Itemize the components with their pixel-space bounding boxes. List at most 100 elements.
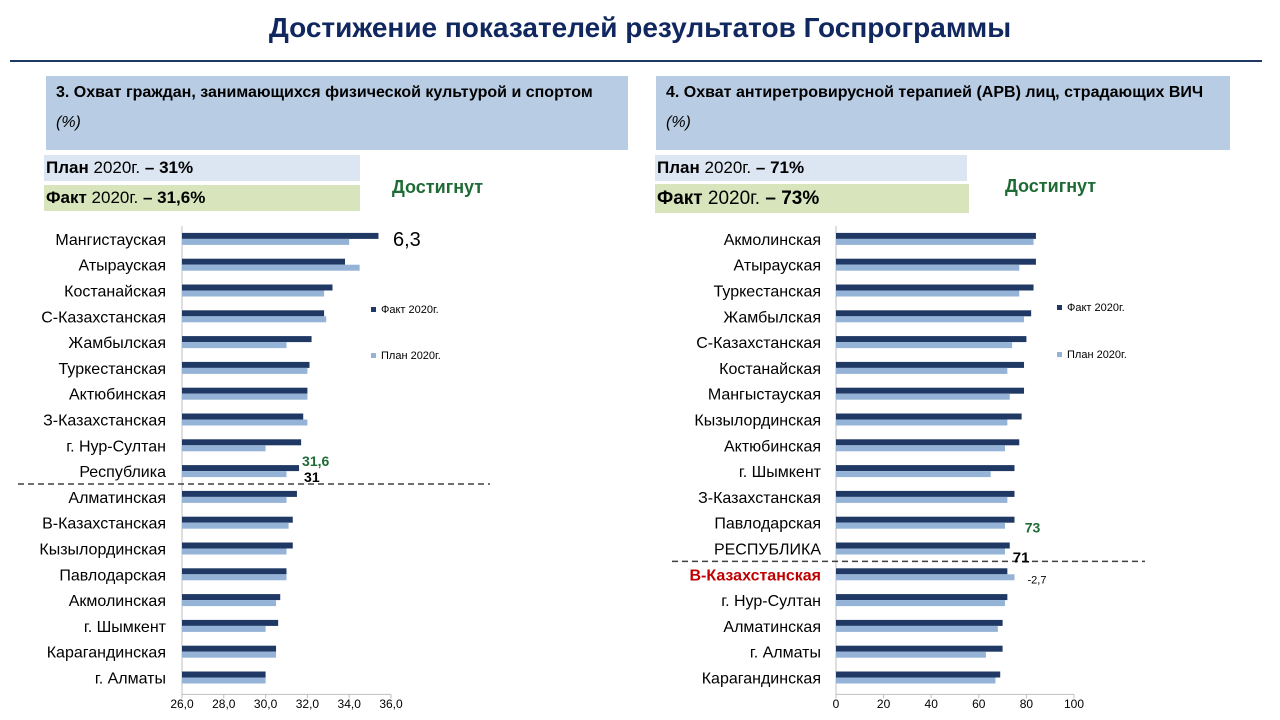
chart1-fact-annotation: 73 (1025, 520, 1041, 536)
chart1-category-label: Карагандинская (702, 671, 821, 688)
right-plan-value: – 71% (755, 158, 805, 177)
chart0-fact-bar (182, 645, 277, 652)
chart1-plan-bar (836, 548, 1005, 555)
page-title: Достижение показателей результатов Госпр… (268, 12, 1012, 43)
chart0-plan-bar (182, 238, 350, 245)
chart0-category-label: Акмолинская (69, 593, 166, 610)
chart1-tick-label: 60 (972, 697, 986, 711)
chart1-plan-annotation: 71 (1013, 550, 1030, 567)
chart0-plan-bar (182, 471, 287, 478)
chart1-diff-annotation: -2,7 (1028, 574, 1047, 586)
chart1-plan-bar (836, 367, 1008, 374)
chart0-tick-label: 34,0 (338, 697, 362, 711)
chart0-fact-bar (182, 439, 302, 446)
chart0-category-label: г. Алматы (95, 671, 166, 688)
chart1-legend-plan-label: План 2020г. (1067, 349, 1127, 361)
chart0-category-label: Актюбинская (69, 387, 166, 404)
chart1-fact-bar (836, 310, 1032, 317)
right-panel-heading: 4. Охват антиретровирусной терапией (АРВ… (656, 76, 1230, 150)
left-plan-label: План (46, 158, 89, 177)
chart0-plan-bar (182, 496, 287, 503)
chart1-plan-bar (836, 342, 1013, 349)
chart1-fact-bar (836, 542, 1010, 549)
chart1-category-label: С-Казахстанская (696, 335, 821, 352)
chart0-legend-fact-label: Факт 2020г. (381, 304, 439, 316)
chart0-category-label: С-Казахстанская (41, 309, 166, 326)
chart0-fact-bar (182, 619, 279, 626)
chart0-plan-bar (182, 264, 360, 271)
chart0-tick-label: 28,0 (212, 697, 236, 711)
chart1-fact-bar (836, 284, 1034, 291)
chart0-tick-label: 32,0 (296, 697, 320, 711)
chart0-fact-bar (182, 413, 304, 420)
chart0-fact-bar (182, 336, 312, 343)
chart1-category-label: Жамбылская (723, 309, 821, 326)
chart0-fact-bar (182, 387, 308, 394)
chart0-fact-bar (182, 594, 281, 601)
chart0-category-label: З-Казахстанская (43, 413, 166, 430)
chart1-category-label: г. Алматы (750, 645, 821, 662)
right-plan-year: 2020г. (704, 158, 752, 177)
chart1-tick-label: 100 (1064, 697, 1084, 711)
chart1-fact-bar (836, 594, 1008, 601)
chart0-tick-label: 26,0 (170, 697, 194, 711)
chart1-plan-bar (836, 419, 1008, 426)
chart1-fact-bar (836, 232, 1036, 239)
chart0-plan-bar (182, 316, 327, 323)
left-heading-text: 3. Охват граждан, занимающихся физическо… (56, 84, 593, 101)
left-fact-label: Факт (46, 188, 87, 207)
chart1-plan-bar (836, 471, 991, 478)
chart1-plan-bar (836, 522, 1005, 529)
chart0-category-label: Атырауская (79, 258, 167, 275)
chart1-plan-bar (836, 625, 998, 632)
chart1-tick-label: 80 (1020, 697, 1034, 711)
left-plan-year: 2020г. (93, 158, 141, 177)
chart1-tick-label: 40 (925, 697, 939, 711)
chart0-plan-bar (182, 445, 266, 452)
chart1-tick-label: 20 (877, 697, 891, 711)
chart1-fact-bar (836, 413, 1022, 420)
chart0-category-label: Алматинская (68, 490, 166, 507)
chart1-category-label: Алматинская (723, 619, 821, 636)
chart1-category-label: Костанайская (719, 361, 821, 378)
chart1-fact-bar (836, 619, 1003, 626)
chart0-category-label: Кызылординская (39, 542, 166, 559)
chart0-fact-bar (182, 310, 325, 317)
right-heading-text: 4. Охват антиретровирусной терапией (АРВ… (666, 84, 1204, 101)
chart1-category-label: Павлодарская (714, 516, 821, 533)
chart0-legend-fact-swatch (371, 307, 376, 312)
chart0-plan-annotation: 31 (304, 469, 320, 485)
chart1-category-label: Мангыстауская (708, 387, 821, 404)
chart0-legend-plan-label: План 2020г. (381, 350, 441, 362)
chart1-fact-bar (836, 465, 1015, 472)
chart0-fact-bar (182, 568, 287, 575)
chart0-plan-bar (182, 522, 289, 529)
chart0-fact-bar (182, 284, 333, 291)
chart1-plan-bar (836, 445, 1005, 452)
chart0-category-label: В-Казахстанская (42, 516, 166, 533)
left-heading-unit: (%) (56, 114, 81, 131)
left-status: Достигнут (392, 177, 484, 197)
left-plan-box: План 2020г. – 31% (44, 155, 360, 181)
chart0-plan-bar (182, 625, 266, 632)
chart0-category-label: г. Шымкент (84, 619, 167, 636)
chart0-category-label: Туркестанская (59, 361, 166, 378)
chart0-legend-plan-swatch (371, 353, 376, 358)
chart1-legend-fact-label: Факт 2020г. (1067, 302, 1125, 314)
chart1-category-label: Кызылординская (694, 413, 821, 430)
chart1-plan-bar (836, 238, 1034, 245)
chart1-fact-bar (836, 336, 1027, 343)
chart0-category-label: Жамбылская (68, 335, 166, 352)
chart0-category-label: Павлодарская (59, 567, 166, 584)
chart1-fact-bar (836, 361, 1025, 368)
chart1-category-label: Актюбинская (724, 438, 821, 455)
chart1-legend-plan-swatch (1057, 352, 1062, 357)
chart0-top-annotation: 6,3 (393, 229, 421, 251)
chart1-category-label: Акмолинская (724, 232, 821, 249)
chart0-plan-bar (182, 548, 287, 555)
chart0-fact-bar (182, 232, 379, 239)
chart0-fact-annotation: 31,6 (302, 453, 329, 469)
chart0-plan-bar (182, 677, 266, 684)
chart1-fact-bar (836, 490, 1015, 497)
